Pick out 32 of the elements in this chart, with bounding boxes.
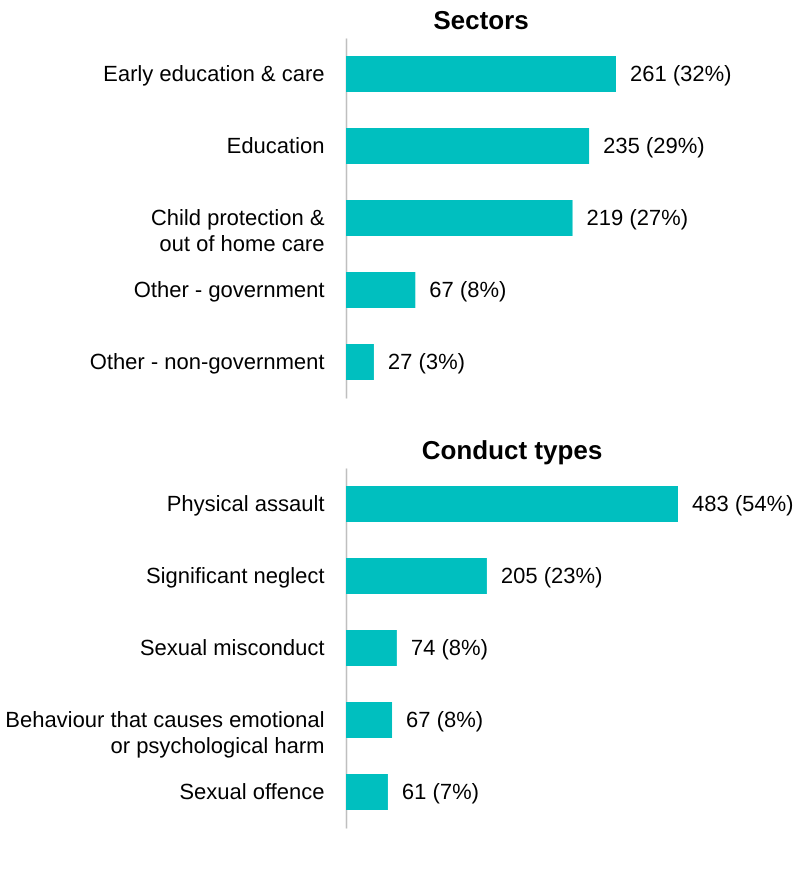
y-tick-label: Sexual misconduct [140,635,324,660]
data-label: 27 (3%) [388,349,465,374]
y-tick-label: Physical assault [166,491,324,516]
y-tick-label: Sexual offence [179,779,324,804]
y-tick-label: Significant neglect [146,563,324,588]
y-tick-label: Other - government [134,277,324,302]
chart-title: Conduct types [422,435,602,465]
bar [346,56,616,92]
bar [346,558,487,594]
bar [346,630,397,666]
data-label: 219 (27%) [586,205,688,230]
y-tick-label: Behaviour that causes emotional or psychological harm [5,707,324,758]
y-tick-label: Early education & care [103,61,324,86]
bar [346,128,590,164]
y-tick-label: Education [226,133,324,158]
y-tick-label: Child protection & out of home care [150,205,325,256]
bar [346,486,678,522]
bar [346,344,374,380]
data-label: 74 (8%) [410,635,488,660]
y-tick-label: Other - non-government [90,349,324,374]
bar [346,272,416,308]
data-label: 67 (8%) [429,277,506,302]
data-label: 67 (8%) [406,707,484,732]
data-label: 205 (23%) [500,563,602,588]
data-label: 261 (32%) [630,61,732,86]
chart-title: Sectors [433,5,529,35]
data-label: 483 (54%) [692,491,793,516]
bar [346,200,573,236]
data-label: 61 (7%) [402,779,479,804]
bar [346,702,392,738]
data-label: 235 (29%) [603,133,705,158]
bar [346,774,388,810]
